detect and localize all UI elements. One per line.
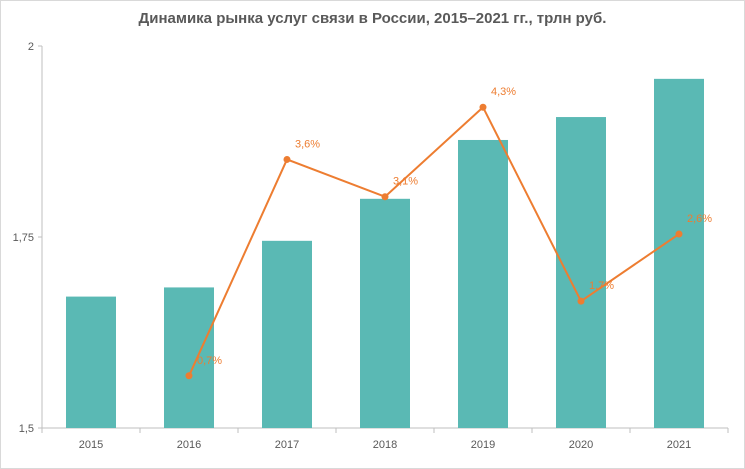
x-tick-label: 2016 — [177, 439, 201, 451]
y-tick-label: 2 — [28, 41, 34, 53]
x-tick-label: 2019 — [471, 439, 495, 451]
bar-2021 — [654, 78, 704, 429]
bar-2016 — [164, 287, 214, 428]
growth-point — [283, 155, 291, 163]
bar-2017 — [262, 240, 312, 428]
y-tick-label: 1,5 — [19, 423, 34, 435]
growth-point — [479, 103, 487, 111]
bar-2019 — [458, 139, 508, 429]
growth-data-label: 2,6% — [687, 213, 712, 225]
growth-data-label: 3,1% — [393, 176, 418, 188]
y-tick-label: 1,75 — [13, 232, 34, 244]
growth-point — [577, 297, 585, 305]
chart-title: Динамика рынка услуг связи в России, 201… — [138, 10, 607, 27]
x-tick-label: 2021 — [667, 439, 691, 451]
growth-data-label: 0,7% — [197, 355, 222, 367]
growth-line — [188, 105, 680, 377]
x-tick-label: 2020 — [569, 439, 593, 451]
growth-point — [381, 193, 389, 201]
bar-2018 — [360, 198, 410, 428]
x-tick-label: 2018 — [373, 439, 397, 451]
x-tick-label: 2015 — [79, 439, 103, 451]
bar-2015 — [66, 296, 116, 428]
bar-2020 — [556, 117, 606, 428]
growth-point — [675, 230, 683, 238]
x-tick-label: 2017 — [275, 439, 299, 451]
growth-data-label: 4,3% — [491, 86, 516, 98]
growth-data-label: 3,6% — [295, 138, 320, 150]
growth-point — [185, 372, 193, 380]
growth-data-label: 1,7% — [589, 280, 614, 292]
